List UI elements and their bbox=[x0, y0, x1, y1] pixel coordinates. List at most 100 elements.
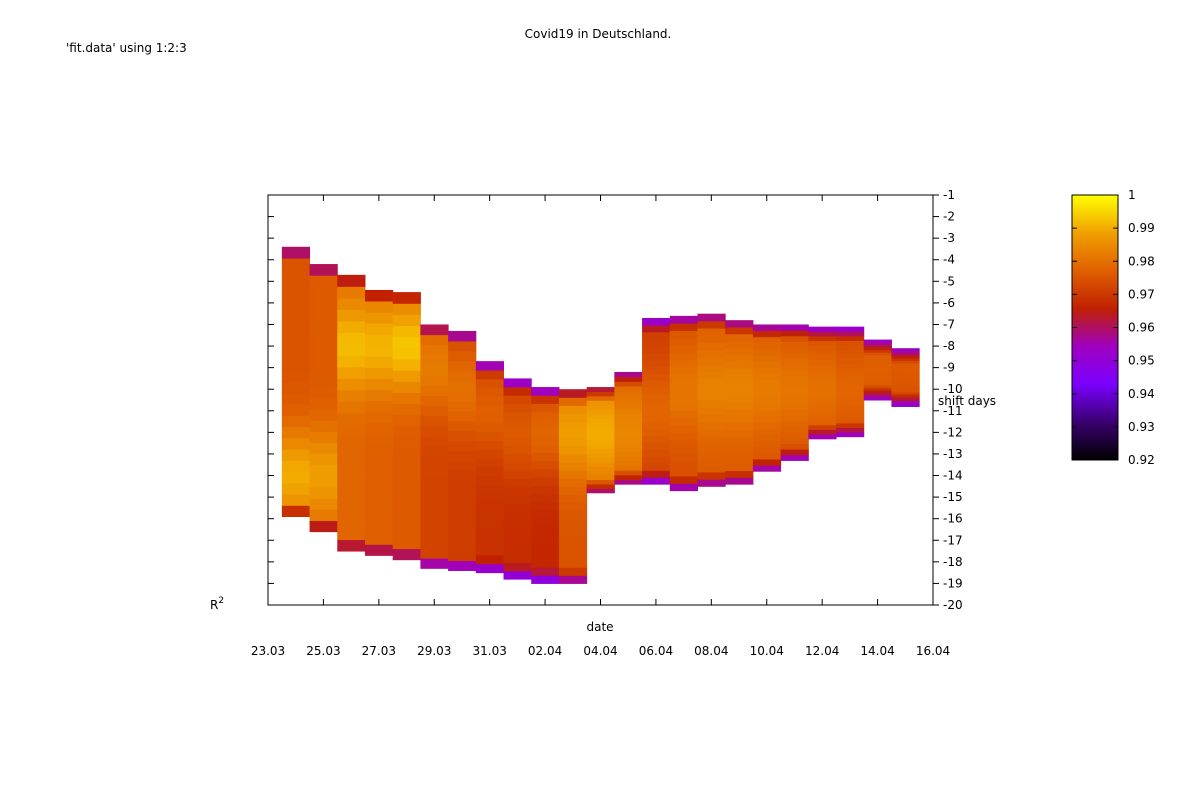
heatmap-cell bbox=[642, 408, 671, 416]
heatmap-cell bbox=[669, 337, 698, 346]
heatmap-cell bbox=[337, 389, 366, 402]
heatmap-cell bbox=[475, 563, 505, 574]
heatmap-cell bbox=[836, 381, 865, 387]
heatmap-cell bbox=[780, 347, 809, 354]
heatmap-cell bbox=[448, 450, 477, 462]
heatmap-cell bbox=[558, 510, 588, 520]
heatmap-cell bbox=[531, 534, 560, 544]
heatmap-cell bbox=[392, 314, 421, 327]
heatmap-cell bbox=[392, 403, 421, 416]
heatmap-cell bbox=[891, 350, 920, 354]
heatmap-cell bbox=[669, 417, 698, 426]
heatmap-cell bbox=[669, 439, 698, 448]
heatmap-cell bbox=[475, 440, 505, 450]
heatmap-cell bbox=[281, 291, 311, 304]
heatmap-cell bbox=[281, 370, 311, 383]
heatmap-cell bbox=[614, 446, 643, 452]
heatmap-cell bbox=[614, 465, 643, 471]
heatmap-cell bbox=[669, 403, 698, 412]
heatmap-cell bbox=[780, 341, 809, 348]
heatmap-cell bbox=[448, 330, 477, 342]
heatmap-cell bbox=[614, 479, 643, 485]
heatmap-cells bbox=[281, 246, 920, 584]
heatmap-cell bbox=[586, 422, 615, 428]
heatmap-cell bbox=[364, 422, 394, 435]
heatmap-cell bbox=[808, 331, 837, 337]
heatmap-cell bbox=[309, 386, 338, 399]
heatmap-cell bbox=[725, 429, 754, 437]
heatmap-cell bbox=[725, 381, 754, 389]
heatmap-cell bbox=[697, 414, 726, 423]
heatmap-cell bbox=[752, 367, 782, 374]
heatmap-cell bbox=[586, 488, 615, 494]
heatmap-cell bbox=[475, 466, 505, 477]
heatmap-cell bbox=[420, 527, 449, 539]
heatmap-cell bbox=[420, 517, 449, 529]
heatmap-cell bbox=[475, 537, 505, 547]
heatmap-cell bbox=[309, 442, 338, 455]
heatmap-cell bbox=[337, 482, 366, 495]
heatmap-cell bbox=[614, 451, 643, 457]
x-tick-label: 04.04 bbox=[583, 644, 617, 658]
heatmap-cell bbox=[448, 540, 477, 552]
heatmap-cell bbox=[364, 511, 394, 523]
heatmap-cell bbox=[337, 309, 366, 322]
z-axis-label-main: R bbox=[210, 598, 218, 612]
heatmap-cell bbox=[642, 449, 671, 457]
heatmap-cell bbox=[364, 289, 394, 302]
heatmap-cell bbox=[725, 470, 754, 478]
heatmap-cell bbox=[614, 371, 643, 378]
heatmap-cell bbox=[836, 367, 865, 373]
heatmap-cell bbox=[752, 434, 782, 442]
heatmap-cell bbox=[725, 415, 754, 424]
heatmap-cell bbox=[558, 413, 588, 423]
heatmap-cell bbox=[808, 387, 837, 393]
heatmap-cell bbox=[337, 401, 366, 414]
heatmap-cell bbox=[863, 397, 892, 401]
heatmap-cell bbox=[614, 400, 643, 406]
y-tick-label: -12 bbox=[943, 425, 963, 439]
heatmap-cell bbox=[531, 517, 560, 527]
heatmap-cell bbox=[752, 355, 782, 362]
heatmap-cell bbox=[392, 515, 421, 527]
heatmap-cell bbox=[420, 456, 449, 468]
heatmap-cell bbox=[558, 453, 588, 463]
heatmap-cell bbox=[697, 385, 726, 394]
heatmap-cell bbox=[780, 386, 809, 393]
heatmap-cell bbox=[836, 395, 865, 401]
heatmap-cell bbox=[891, 372, 920, 376]
y-tick-label: -4 bbox=[943, 253, 955, 267]
heatmap-cell bbox=[337, 286, 366, 299]
heatmap-cell bbox=[863, 344, 892, 348]
heatmap-cell bbox=[697, 313, 726, 322]
heatmap-cell bbox=[642, 414, 671, 423]
heatmap-cell bbox=[392, 303, 421, 315]
heatmap-cell bbox=[281, 392, 311, 405]
y-tick-label: -6 bbox=[943, 296, 955, 310]
heatmap-cell bbox=[309, 487, 338, 499]
heatmap-cell bbox=[836, 349, 865, 355]
heatmap-cell bbox=[475, 396, 505, 406]
y-tick-label: -9 bbox=[943, 361, 955, 375]
heatmap-cell bbox=[309, 520, 338, 533]
heatmap-cell bbox=[725, 463, 754, 471]
heatmap-cell bbox=[697, 371, 726, 379]
heatmap-cell bbox=[503, 520, 532, 530]
heatmap-cell bbox=[863, 377, 892, 381]
heatmap-cell bbox=[558, 397, 588, 406]
heatmap-cell bbox=[836, 390, 865, 396]
heatmap-cell bbox=[475, 510, 505, 521]
heatmap-cell bbox=[836, 427, 865, 433]
heatmap-cell bbox=[642, 463, 671, 471]
heatmap-cell bbox=[669, 359, 698, 368]
y-tick-label: -8 bbox=[943, 339, 955, 353]
heatmap-cell bbox=[836, 372, 865, 378]
heatmap-cell bbox=[420, 344, 449, 356]
heatmap-cell bbox=[337, 505, 366, 518]
heatmap-cell bbox=[891, 384, 920, 388]
heatmap-cell bbox=[752, 446, 782, 454]
heatmap-cell bbox=[780, 443, 809, 450]
x-tick-label: 10.04 bbox=[750, 644, 784, 658]
heatmap-cell bbox=[863, 384, 892, 388]
heatmap-cell bbox=[309, 431, 338, 443]
